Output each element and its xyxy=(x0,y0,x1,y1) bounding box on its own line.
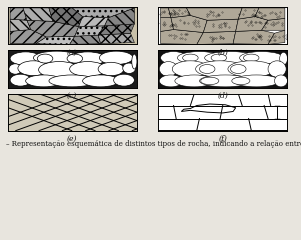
Polygon shape xyxy=(10,30,46,44)
Text: (e): (e) xyxy=(67,135,77,143)
Ellipse shape xyxy=(159,75,183,87)
Ellipse shape xyxy=(10,52,41,65)
Ellipse shape xyxy=(201,77,219,85)
Ellipse shape xyxy=(232,77,250,85)
Ellipse shape xyxy=(275,75,287,87)
Ellipse shape xyxy=(114,74,134,86)
Polygon shape xyxy=(181,104,236,113)
Polygon shape xyxy=(233,30,275,44)
Polygon shape xyxy=(70,35,101,44)
Ellipse shape xyxy=(172,61,209,77)
Ellipse shape xyxy=(240,52,284,64)
Polygon shape xyxy=(23,8,53,21)
Polygon shape xyxy=(10,8,27,20)
Polygon shape xyxy=(262,18,285,30)
Ellipse shape xyxy=(99,51,133,65)
Ellipse shape xyxy=(196,61,245,77)
Ellipse shape xyxy=(10,74,31,86)
Ellipse shape xyxy=(244,54,259,62)
Ellipse shape xyxy=(9,64,22,74)
Text: (b): (b) xyxy=(217,49,228,57)
Text: (d): (d) xyxy=(217,92,228,100)
Text: (c): (c) xyxy=(67,92,77,100)
Polygon shape xyxy=(171,15,207,32)
Polygon shape xyxy=(49,8,82,27)
Text: (f): (f) xyxy=(218,135,227,143)
Polygon shape xyxy=(36,36,75,44)
Polygon shape xyxy=(27,20,79,37)
Ellipse shape xyxy=(161,52,187,64)
Ellipse shape xyxy=(183,54,198,62)
Ellipse shape xyxy=(228,61,275,77)
Ellipse shape xyxy=(67,54,82,63)
Ellipse shape xyxy=(33,51,80,65)
Polygon shape xyxy=(98,24,134,35)
Polygon shape xyxy=(268,30,285,44)
Ellipse shape xyxy=(205,52,256,64)
Ellipse shape xyxy=(82,75,119,87)
Polygon shape xyxy=(10,19,31,31)
Polygon shape xyxy=(79,17,108,27)
Polygon shape xyxy=(236,17,268,31)
Ellipse shape xyxy=(231,65,246,73)
Ellipse shape xyxy=(123,63,136,73)
Polygon shape xyxy=(187,8,242,20)
Ellipse shape xyxy=(178,52,222,64)
Ellipse shape xyxy=(159,62,178,76)
Ellipse shape xyxy=(175,75,214,87)
Ellipse shape xyxy=(132,54,137,69)
Polygon shape xyxy=(72,8,134,18)
Ellipse shape xyxy=(70,52,106,65)
Ellipse shape xyxy=(18,61,49,76)
Ellipse shape xyxy=(280,52,287,65)
Ellipse shape xyxy=(70,62,106,76)
Polygon shape xyxy=(161,8,171,18)
Text: – Representação esquemática de distintos tipos de rocha, indicando a relação ent: – Representação esquemática de distintos… xyxy=(6,140,301,148)
Ellipse shape xyxy=(39,62,80,78)
Polygon shape xyxy=(75,26,105,36)
Polygon shape xyxy=(203,19,238,32)
Polygon shape xyxy=(105,8,134,26)
Ellipse shape xyxy=(37,54,53,63)
Polygon shape xyxy=(161,18,174,31)
Text: (a): (a) xyxy=(67,49,77,57)
Ellipse shape xyxy=(268,61,286,77)
Polygon shape xyxy=(168,8,191,18)
Polygon shape xyxy=(98,33,134,44)
Polygon shape xyxy=(161,30,203,44)
Ellipse shape xyxy=(233,75,280,87)
Ellipse shape xyxy=(26,75,62,87)
Polygon shape xyxy=(197,31,236,44)
Ellipse shape xyxy=(49,75,95,87)
Polygon shape xyxy=(238,8,259,19)
Ellipse shape xyxy=(211,54,227,62)
Ellipse shape xyxy=(200,65,215,73)
Polygon shape xyxy=(255,8,285,20)
Ellipse shape xyxy=(98,62,124,76)
Ellipse shape xyxy=(200,75,251,87)
